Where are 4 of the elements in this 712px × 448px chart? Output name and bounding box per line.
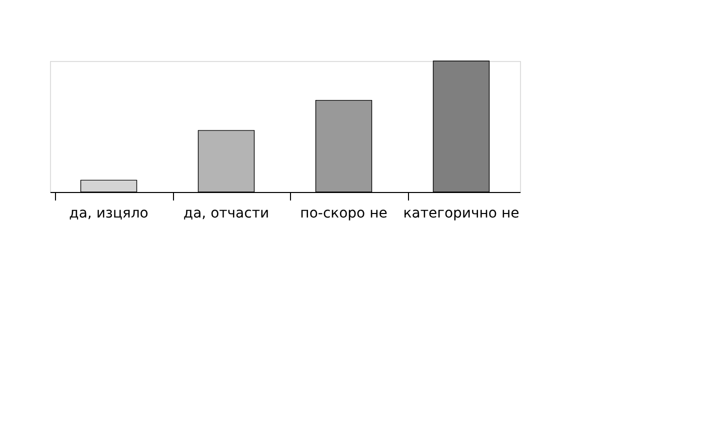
x-tick-label: категорично не: [403, 206, 520, 222]
x-tick-label: да, изцяло: [69, 206, 148, 222]
x-tick-label: по-скоро не: [300, 206, 388, 222]
x-tick-label: да, отчасти: [183, 206, 270, 222]
